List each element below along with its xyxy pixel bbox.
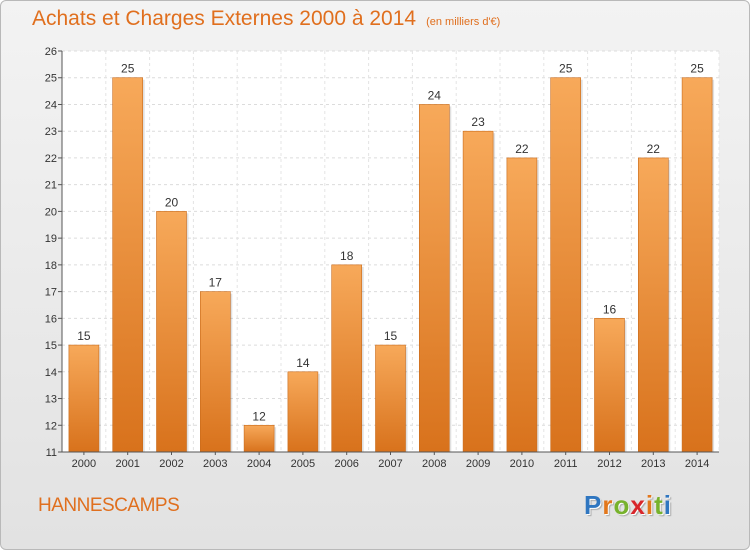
x-tick-label: 2003 — [203, 458, 227, 470]
data-label: 25 — [690, 62, 704, 76]
data-label: 15 — [384, 329, 398, 343]
data-label: 22 — [515, 142, 529, 156]
logo-letter: i — [645, 490, 655, 520]
y-tick-label: 11 — [46, 447, 57, 459]
bar — [68, 344, 100, 453]
data-label: 15 — [77, 329, 91, 343]
data-label: 17 — [209, 276, 223, 290]
bar — [550, 77, 582, 453]
y-tick-label: 16 — [45, 313, 57, 325]
x-tick-label: 2000 — [72, 458, 96, 470]
bar — [331, 264, 363, 453]
bar — [243, 424, 275, 453]
bar — [681, 77, 713, 453]
x-tick-label: 2010 — [510, 458, 534, 470]
y-tick-label: 12 — [45, 420, 57, 432]
bar — [462, 130, 494, 453]
x-tick-label: 2009 — [466, 458, 490, 470]
data-label: 12 — [252, 409, 266, 423]
data-label: 16 — [603, 302, 617, 316]
y-tick-label: 13 — [45, 394, 57, 406]
x-tick-label: 2004 — [247, 458, 271, 470]
data-label: 20 — [165, 195, 179, 209]
data-label: 25 — [121, 62, 135, 76]
data-label: 23 — [471, 115, 485, 129]
y-tick-label: 24 — [45, 99, 57, 111]
logo-letter: r — [602, 490, 614, 520]
logo-letter: P — [584, 490, 603, 520]
bar — [200, 291, 231, 453]
bar — [287, 371, 319, 453]
y-tick-label: 18 — [45, 260, 57, 272]
x-tick-label: 2007 — [378, 458, 402, 470]
y-tick-label: 17 — [45, 287, 57, 299]
logo-letter: x — [630, 490, 646, 520]
bar — [594, 318, 625, 453]
x-tick-label: 2008 — [422, 458, 446, 470]
y-tick-label: 20 — [45, 206, 57, 218]
data-label: 25 — [559, 62, 573, 76]
x-tick-label: 2002 — [159, 458, 183, 470]
bar — [506, 157, 538, 453]
y-tick-label: 25 — [45, 73, 57, 85]
x-tick-label: 2013 — [641, 458, 665, 470]
y-tick-label: 14 — [45, 367, 57, 379]
data-label: 22 — [647, 142, 661, 156]
logo-letter: t — [654, 490, 664, 520]
chart-title-text: Achats et Charges Externes 2000 à 2014 — [32, 7, 417, 30]
data-label: 18 — [340, 249, 354, 263]
place-name: HANNESCAMPS — [38, 495, 180, 516]
logo-letter: i — [663, 490, 672, 520]
chart-unit: (en milliers d'€) — [426, 16, 501, 28]
bar — [156, 211, 187, 453]
y-tick-label: 23 — [45, 126, 57, 138]
bar — [375, 344, 406, 453]
proxiti-logo: Proxiti — [584, 490, 672, 521]
x-tick-label: 2001 — [115, 458, 139, 470]
data-label: 14 — [296, 356, 310, 370]
x-tick-label: 2012 — [597, 458, 621, 470]
bar — [637, 157, 669, 453]
y-tick-label: 22 — [45, 153, 57, 165]
x-tick-label: 2014 — [685, 458, 709, 470]
bar — [418, 104, 450, 453]
y-tick-label: 19 — [45, 233, 57, 245]
data-label: 24 — [428, 88, 442, 102]
logo-letter: o — [613, 490, 631, 520]
chart-title: Achats et Charges Externes 2000 à 2014 (e… — [32, 7, 500, 31]
y-tick-label: 21 — [45, 180, 57, 192]
x-tick-label: 2006 — [334, 458, 358, 470]
x-tick-label: 2005 — [291, 458, 315, 470]
y-tick-label: 15 — [45, 340, 57, 352]
bar — [112, 77, 143, 453]
x-tick-label: 2011 — [554, 458, 578, 470]
y-tick-label: 26 — [45, 46, 57, 58]
